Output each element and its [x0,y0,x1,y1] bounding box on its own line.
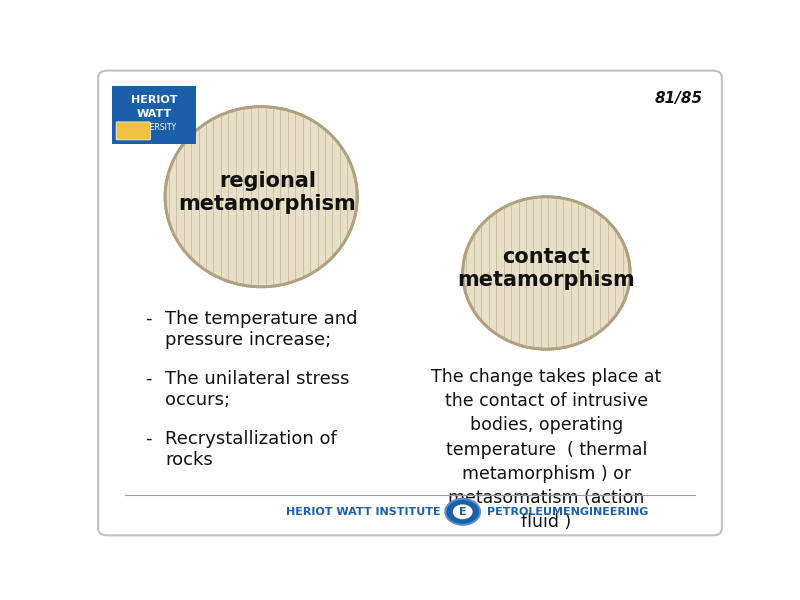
Text: HERIOT: HERIOT [131,95,178,105]
Circle shape [453,505,473,519]
Text: HERIOT WATT INSTITUTE OF: HERIOT WATT INSTITUTE OF [286,507,462,517]
Ellipse shape [462,197,630,349]
Text: -: - [145,430,152,448]
Text: The unilateral stress
occurs;: The unilateral stress occurs; [165,370,350,409]
Text: contact
metamorphism: contact metamorphism [458,247,635,290]
Text: WATT: WATT [137,109,172,119]
Text: -: - [145,370,152,388]
Text: regional
metamorphism: regional metamorphism [178,170,356,214]
Ellipse shape [165,107,358,287]
Text: 81/85: 81/85 [654,91,702,106]
FancyBboxPatch shape [98,71,722,535]
Text: Recrystallization of
rocks: Recrystallization of rocks [165,430,337,469]
Bar [112,86,196,143]
Text: The change takes place at
the contact of intrusive
bodies, operating
temperature: The change takes place at the contact of… [431,368,662,532]
Text: UNIVERSITY: UNIVERSITY [132,123,177,132]
Circle shape [446,499,480,525]
Text: E: E [459,507,466,517]
FancyBboxPatch shape [116,122,150,140]
Text: PETROLEUMENGINEERING: PETROLEUMENGINEERING [487,507,649,517]
Text: The temperature and
pressure increase;: The temperature and pressure increase; [165,310,358,349]
Text: -: - [145,310,152,328]
